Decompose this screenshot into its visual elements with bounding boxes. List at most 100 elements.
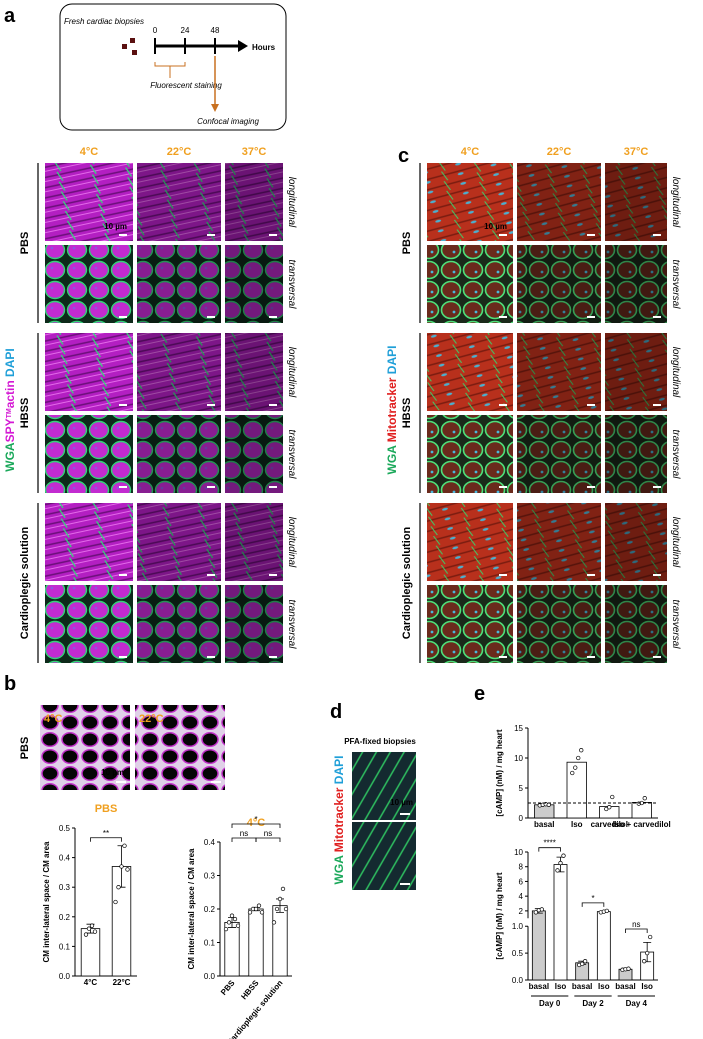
data-point (570, 770, 575, 776)
data-point (89, 923, 95, 928)
y-tick-label: 0.0 (512, 976, 524, 985)
bar (80, 928, 101, 977)
column-label: 37°C (242, 146, 267, 158)
y-tick-label: 8 (519, 863, 524, 872)
data-point (579, 748, 584, 753)
data-point (533, 910, 538, 915)
scale-bar-label: 10 µm (484, 222, 507, 231)
orientation-label: transversal (670, 260, 681, 310)
micrograph (225, 163, 283, 241)
y-tick-label: 0.4 (204, 838, 216, 847)
data-point (271, 920, 277, 925)
data-point (235, 923, 241, 928)
stain-part: WGA (332, 852, 346, 884)
micrograph (517, 585, 601, 663)
micrograph (427, 333, 513, 411)
micrograph (137, 503, 221, 581)
chart-title: 4°C (247, 817, 266, 829)
significance-bracket (231, 837, 257, 842)
group-label: HBSS (401, 398, 413, 429)
micrograph (225, 585, 283, 663)
significance-bracket (90, 837, 122, 842)
x-tick-label: Iso (571, 820, 583, 829)
imaging-arrowhead (211, 104, 219, 112)
staining-bracket (154, 62, 186, 78)
data-point (122, 843, 127, 848)
micrograph (427, 585, 513, 663)
panel-label: e (474, 683, 485, 705)
column-label: 22°C (547, 146, 572, 158)
x-tick-label: PBS (219, 978, 237, 997)
significance-label: ** (103, 829, 109, 838)
data-point (576, 755, 581, 761)
panel-label: b (4, 673, 16, 695)
bar (596, 911, 611, 981)
x-tick-label: Iso (555, 982, 567, 991)
x-tick-label: basal (534, 820, 554, 829)
micrograph (137, 585, 221, 663)
chart-title: PBS (95, 803, 118, 815)
micrograph (517, 333, 601, 411)
y-tick-label: 15 (514, 724, 523, 733)
significance-bracket (538, 847, 561, 852)
y-tick-label: 0.2 (204, 905, 216, 914)
data-point (116, 885, 121, 890)
significance-bracket (231, 823, 281, 828)
micrograph (427, 245, 513, 323)
panel-label: a (4, 5, 16, 27)
y-tick-label: 4 (519, 892, 524, 901)
significance-label: **** (543, 839, 555, 848)
bar (553, 864, 568, 981)
group-label: Cardioplegic solution (19, 526, 31, 639)
micrograph (517, 503, 601, 581)
y-tick-label: 0.5 (512, 949, 524, 958)
micrograph (137, 245, 221, 323)
significance-bracket (581, 902, 605, 907)
y-tick-label: 0.4 (59, 854, 71, 863)
data-point (607, 805, 612, 810)
micrograph (45, 585, 133, 663)
bar (566, 761, 587, 819)
stain-part: TM (6, 408, 13, 418)
micrograph (137, 163, 221, 241)
micrograph (225, 415, 283, 493)
micrograph (605, 245, 667, 323)
data-point (573, 765, 578, 770)
y-axis-label: CM inter-lateral space / CM area (42, 841, 51, 962)
bar (272, 905, 288, 977)
y-tick-label: 6 (519, 877, 524, 886)
data-point (604, 806, 609, 812)
stain-part: DAPI (385, 346, 399, 375)
data-point (247, 910, 253, 915)
x-tick-label: 22°C (113, 978, 131, 987)
y-tick-label: 0.3 (204, 872, 216, 881)
stain-part: DAPI (332, 756, 346, 785)
data-point (92, 929, 98, 934)
stain-part: DAPI (3, 348, 17, 380)
significance-label: ns (632, 920, 640, 929)
micrograph (427, 503, 513, 581)
stain-part: WGA (3, 442, 17, 472)
micrograph (427, 163, 513, 241)
x-tick-label: Iso (641, 982, 653, 991)
timeline-tick-label: 0 (153, 26, 158, 35)
scale-bar-label: 10 µm (390, 798, 413, 807)
data-point (86, 926, 92, 931)
panel-label: c (398, 145, 409, 167)
x-tick-label: basal (572, 982, 592, 991)
data-point (83, 932, 89, 937)
orientation-label: longitudinal (670, 517, 681, 568)
data-point (642, 959, 647, 964)
data-point (274, 906, 280, 912)
significance-label: * (254, 815, 257, 824)
orientation-label: transversal (286, 600, 297, 650)
image-label: 4°C (44, 713, 63, 725)
micrograph (517, 163, 601, 241)
micrograph (45, 503, 133, 581)
significance-label: * (591, 894, 594, 903)
image-label: 22°C (139, 713, 164, 725)
biopsy-icon (132, 50, 137, 55)
micrograph (135, 705, 225, 790)
timeline-unit: Hours (252, 43, 276, 52)
